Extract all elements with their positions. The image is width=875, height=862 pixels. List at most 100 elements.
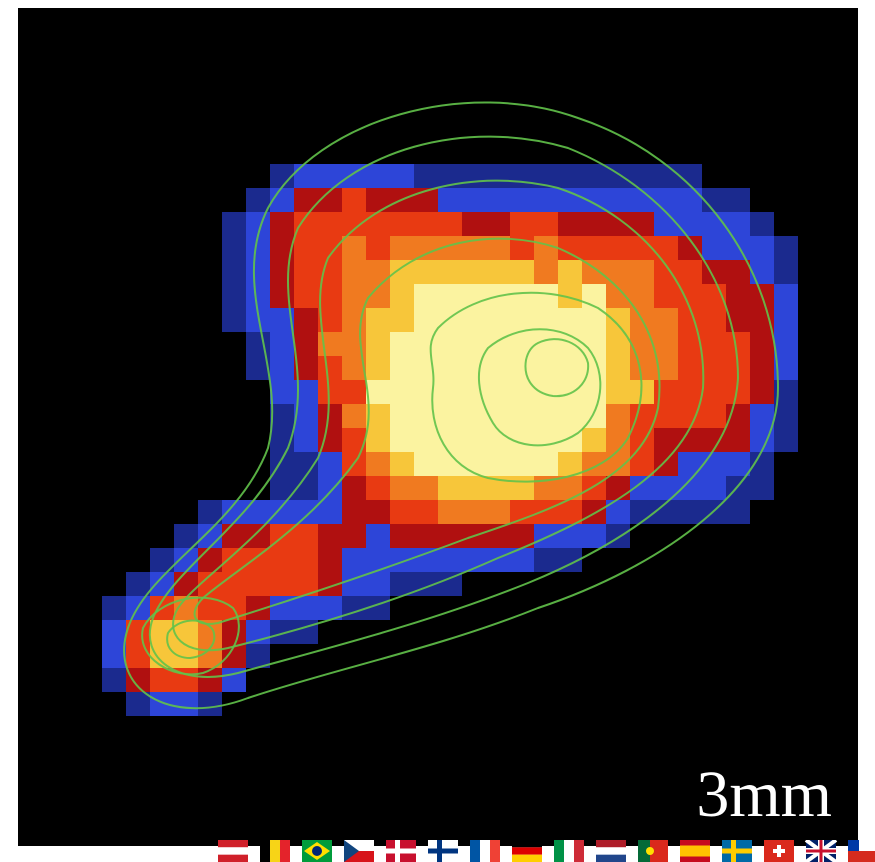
map-pixel bbox=[150, 572, 174, 596]
map-pixel bbox=[606, 404, 630, 428]
map-pixel bbox=[366, 308, 390, 332]
map-pixel bbox=[582, 212, 606, 236]
map-pixel bbox=[726, 236, 750, 260]
map-pixel bbox=[366, 524, 390, 548]
map-pixel bbox=[654, 188, 678, 212]
contour-line bbox=[477, 328, 602, 447]
map-pixel bbox=[438, 452, 462, 476]
map-pixel bbox=[582, 236, 606, 260]
map-pixel bbox=[750, 260, 774, 284]
map-pixel bbox=[774, 308, 798, 332]
map-pixel bbox=[702, 332, 726, 356]
map-pixel bbox=[678, 164, 702, 188]
contour-line bbox=[141, 596, 240, 676]
map-pixel bbox=[438, 476, 462, 500]
map-pixel bbox=[654, 380, 678, 404]
map-pixel bbox=[654, 212, 678, 236]
map-pixel bbox=[726, 428, 750, 452]
map-pixel bbox=[606, 236, 630, 260]
map-pixel bbox=[558, 452, 582, 476]
map-pixel bbox=[342, 212, 366, 236]
map-pixel bbox=[606, 380, 630, 404]
map-pixel bbox=[222, 308, 246, 332]
map-pixel bbox=[174, 548, 198, 572]
map-pixel bbox=[414, 356, 438, 380]
map-pixel bbox=[246, 572, 270, 596]
contour-line bbox=[524, 338, 590, 398]
map-pixel bbox=[342, 284, 366, 308]
map-pixel bbox=[102, 668, 126, 692]
map-pixel bbox=[534, 284, 558, 308]
contour-line bbox=[148, 135, 740, 678]
map-pixel bbox=[222, 260, 246, 284]
map-pixel bbox=[630, 212, 654, 236]
map-pixel bbox=[582, 260, 606, 284]
map-pixel bbox=[438, 284, 462, 308]
flag-sweden-icon bbox=[722, 840, 752, 862]
map-pixel bbox=[606, 356, 630, 380]
flag-strip bbox=[214, 840, 875, 862]
map-pixel bbox=[486, 212, 510, 236]
map-pixel bbox=[606, 452, 630, 476]
map-pixel bbox=[558, 524, 582, 548]
map-pixel bbox=[366, 428, 390, 452]
map-pixel bbox=[102, 644, 126, 668]
map-pixel bbox=[534, 236, 558, 260]
map-pixel bbox=[414, 188, 438, 212]
map-pixel bbox=[678, 356, 702, 380]
map-pixel bbox=[462, 476, 486, 500]
map-pixel bbox=[702, 380, 726, 404]
map-pixel bbox=[366, 404, 390, 428]
map-pixel bbox=[486, 380, 510, 404]
map-pixel bbox=[654, 428, 678, 452]
map-pixel bbox=[270, 332, 294, 356]
map-pixel bbox=[246, 284, 270, 308]
map-pixel bbox=[534, 260, 558, 284]
map-pixel bbox=[318, 404, 342, 428]
map-pixel bbox=[702, 236, 726, 260]
map-pixel bbox=[246, 236, 270, 260]
map-pixel bbox=[510, 308, 534, 332]
map-pixel bbox=[438, 260, 462, 284]
map-pixel bbox=[726, 284, 750, 308]
map-pixel bbox=[414, 308, 438, 332]
map-pixel bbox=[678, 500, 702, 524]
map-pixel bbox=[630, 188, 654, 212]
map-pixel bbox=[510, 212, 534, 236]
map-pixel bbox=[654, 332, 678, 356]
map-pixel bbox=[246, 524, 270, 548]
map-pixel bbox=[750, 356, 774, 380]
map-pixel bbox=[294, 332, 318, 356]
map-pixel bbox=[318, 284, 342, 308]
map-pixel bbox=[366, 164, 390, 188]
flag-austria-icon bbox=[218, 840, 248, 862]
map-pixel bbox=[126, 644, 150, 668]
map-pixel bbox=[198, 668, 222, 692]
map-pixel bbox=[582, 452, 606, 476]
flag-brazil-icon bbox=[302, 840, 332, 862]
map-pixel bbox=[462, 308, 486, 332]
map-pixel bbox=[510, 260, 534, 284]
map-pixel bbox=[366, 452, 390, 476]
contour-line bbox=[193, 237, 661, 625]
map-pixel bbox=[390, 284, 414, 308]
map-pixel bbox=[222, 620, 246, 644]
map-pixel bbox=[366, 356, 390, 380]
map-pixel bbox=[198, 500, 222, 524]
map-pixel bbox=[558, 404, 582, 428]
map-pixel bbox=[582, 164, 606, 188]
map-pixel bbox=[630, 236, 654, 260]
map-pixel bbox=[606, 476, 630, 500]
contour-line bbox=[172, 179, 705, 652]
map-pixel bbox=[774, 404, 798, 428]
map-pixel bbox=[294, 308, 318, 332]
map-pixel bbox=[366, 476, 390, 500]
pixel-grid bbox=[102, 164, 798, 716]
map-pixel bbox=[270, 572, 294, 596]
map-pixel bbox=[294, 548, 318, 572]
contour-line bbox=[429, 291, 643, 483]
map-pixel bbox=[270, 212, 294, 236]
map-pixel bbox=[558, 380, 582, 404]
map-pixel bbox=[582, 476, 606, 500]
flag-germany-icon bbox=[512, 840, 542, 862]
